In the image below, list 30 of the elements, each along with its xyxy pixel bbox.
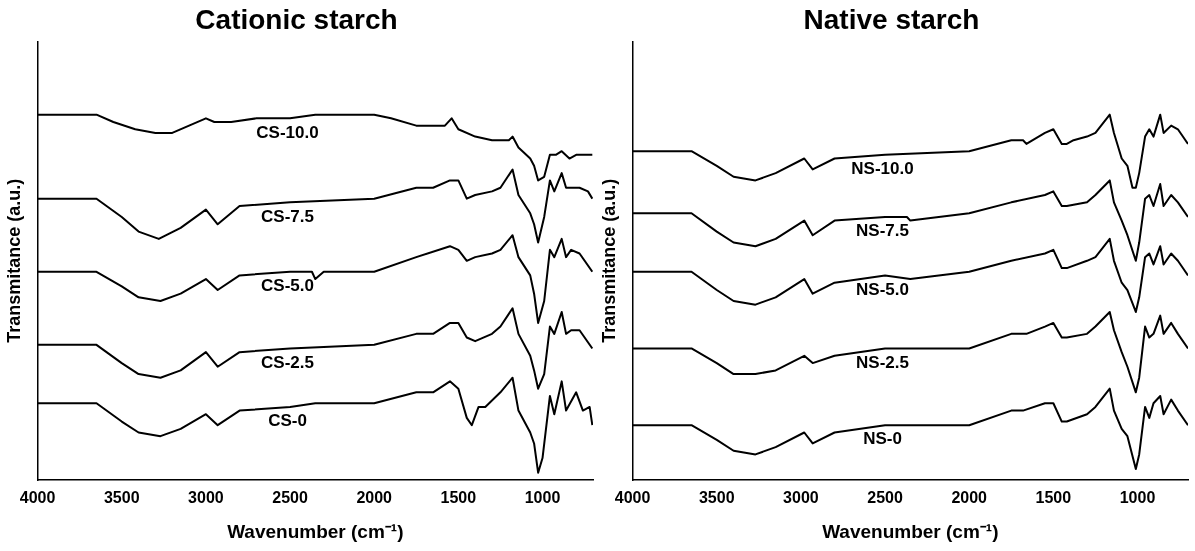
chart-title: Native starch (803, 3, 980, 35)
series-label: NS-2.5 (856, 352, 909, 372)
x-axis-title: Wavenumber (cm⁻¹) (227, 520, 404, 542)
series-label: CS-5.0 (261, 275, 314, 295)
series-label: NS-7.5 (856, 221, 909, 241)
x-tick-label: 4000 (19, 489, 56, 507)
x-tick-label: 4000 (614, 489, 651, 507)
series-label: CS-2.5 (261, 352, 314, 372)
series-label: CS-7.5 (261, 206, 314, 226)
x-tick-label: 1000 (524, 489, 561, 507)
y-axis-title: Transmitance (a.u.) (3, 178, 24, 343)
series-label: NS-5.0 (856, 279, 909, 299)
x-axis-title: Wavenumber (cm⁻¹) (822, 520, 999, 542)
series-label: NS-0 (863, 429, 902, 449)
x-tick-label: 2500 (867, 489, 903, 507)
chart-title: Cationic starch (195, 3, 398, 35)
series-label: NS-10.0 (851, 159, 914, 179)
x-tick-label: 3500 (698, 489, 735, 507)
series-label: CS-10.0 (256, 122, 319, 142)
x-tick-label: 2000 (951, 489, 988, 507)
x-tick-label: 3000 (188, 489, 224, 507)
x-tick-label: 1500 (440, 489, 477, 507)
x-tick-label: 1500 (1035, 489, 1072, 507)
y-axis-title: Transmitance (a.u.) (598, 178, 619, 343)
series-label: CS-0 (268, 411, 307, 431)
x-tick-label: 3000 (783, 489, 819, 507)
x-tick-label: 1000 (1119, 489, 1156, 507)
x-tick-label: 2500 (272, 489, 308, 507)
x-tick-label: 2000 (356, 489, 393, 507)
x-tick-label: 3500 (103, 489, 140, 507)
